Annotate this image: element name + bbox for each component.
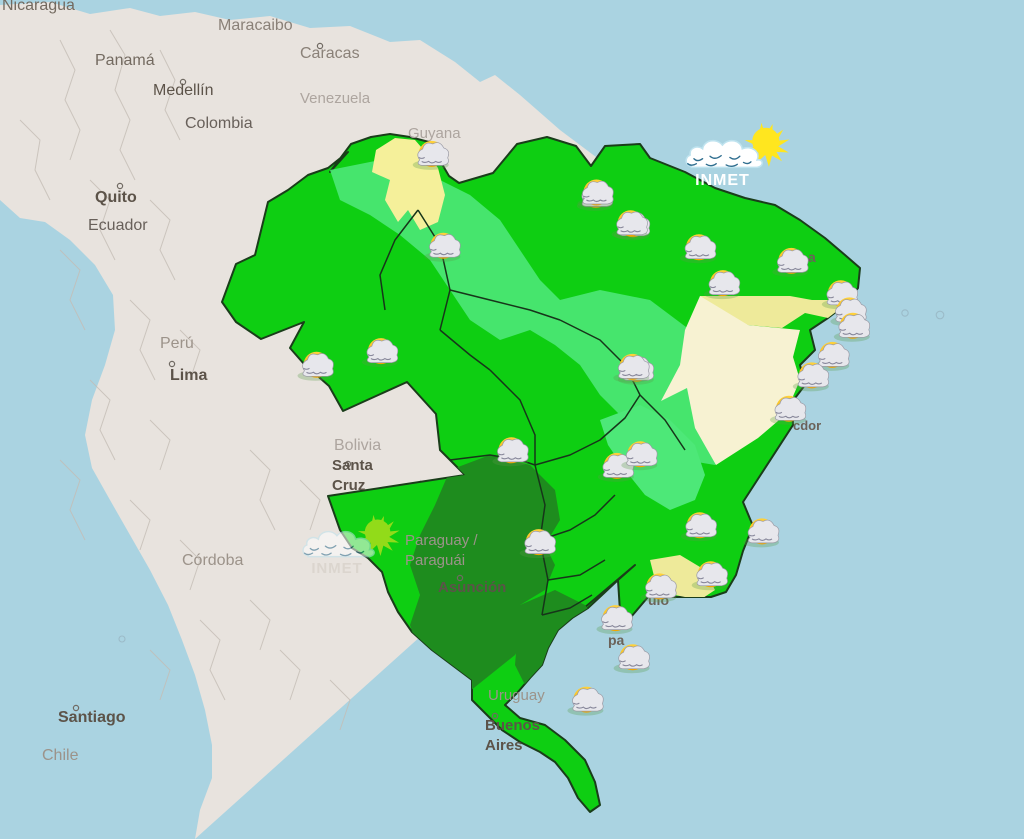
svg-text:Cruz: Cruz: [332, 477, 365, 494]
svg-text:Paraguay /: Paraguay /: [405, 532, 478, 549]
svg-text:Colombia: Colombia: [185, 115, 253, 132]
svg-text:Maracaibo: Maracaibo: [218, 17, 293, 34]
svg-text:Bolivia: Bolivia: [334, 437, 381, 454]
svg-text:Caracas: Caracas: [300, 45, 360, 62]
svg-text:Santa: Santa: [332, 457, 374, 474]
svg-text:Paraguái: Paraguái: [405, 552, 465, 569]
svg-text:Medellín: Medellín: [153, 82, 213, 99]
svg-text:Santiago: Santiago: [58, 709, 126, 726]
svg-text:Guyana: Guyana: [408, 125, 461, 142]
svg-text:Aires: Aires: [485, 737, 523, 754]
svg-text:Quito: Quito: [95, 189, 137, 206]
svg-text:Chile: Chile: [42, 747, 79, 764]
svg-text:Lima: Lima: [170, 367, 207, 384]
svg-text:pa: pa: [608, 632, 625, 648]
svg-text:Buenos: Buenos: [485, 717, 540, 734]
svg-text:Uruguay: Uruguay: [488, 687, 545, 704]
svg-text:Asunción: Asunción: [438, 579, 506, 596]
svg-text:Nicaragua: Nicaragua: [2, 0, 75, 14]
svg-text:Venezuela: Venezuela: [300, 90, 371, 107]
svg-text:Córdoba: Córdoba: [182, 552, 243, 569]
svg-text:Perú: Perú: [160, 335, 194, 352]
svg-text:Panamá: Panamá: [95, 52, 155, 69]
svg-text:Ecuador: Ecuador: [88, 217, 148, 234]
svg-text:a: a: [808, 249, 816, 265]
